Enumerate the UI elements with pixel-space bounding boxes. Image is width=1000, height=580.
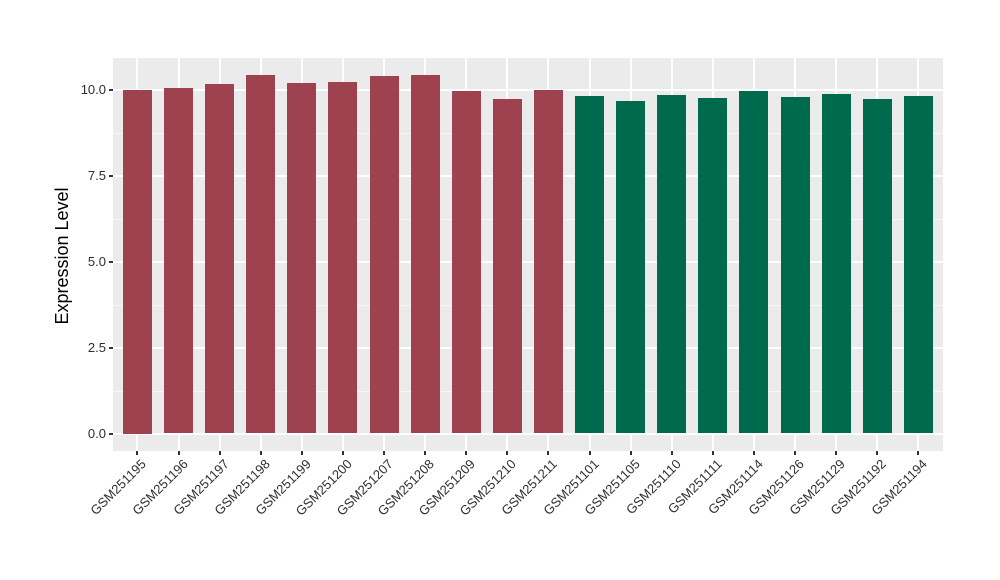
bar-GSM251111 <box>698 97 728 434</box>
gridline-horizontal-major <box>113 89 943 91</box>
bar-GSM251114 <box>739 91 769 434</box>
x-axis-tick <box>218 451 221 455</box>
y-tick-label: 7.5 <box>87 167 106 183</box>
x-axis-tick <box>917 451 920 455</box>
bar-GSM251209 <box>451 91 481 434</box>
x-axis-tick <box>711 451 714 455</box>
x-axis-tick <box>670 451 673 455</box>
bar-GSM251110 <box>657 95 687 434</box>
bar-GSM251198 <box>246 74 276 434</box>
bar-GSM251105 <box>616 100 646 434</box>
x-axis-tick <box>752 451 755 455</box>
bar-GSM251200 <box>328 81 358 434</box>
x-axis-tick <box>835 451 838 455</box>
bar-GSM251101 <box>575 96 604 434</box>
bar-GSM251126 <box>780 96 810 434</box>
bar-GSM251194 <box>903 96 933 434</box>
plot-panel <box>113 58 943 451</box>
x-axis-tick <box>588 451 591 455</box>
y-axis-tick <box>109 260 113 263</box>
x-axis-tick <box>177 451 180 455</box>
y-axis-tick <box>109 432 113 435</box>
y-tick-label: 5.0 <box>87 253 106 269</box>
bar-GSM251129 <box>821 93 851 434</box>
bar-GSM251211 <box>533 89 563 434</box>
gridline-horizontal-minor <box>113 390 943 392</box>
x-axis-tick <box>300 451 303 455</box>
x-axis-tick <box>876 451 879 455</box>
x-axis-tick <box>341 451 344 455</box>
y-tick-label: 10.0 <box>80 82 106 97</box>
y-axis-tick <box>109 89 113 91</box>
bar-GSM251207 <box>369 75 399 434</box>
x-axis-tick <box>547 451 550 455</box>
bar-GSM251199 <box>287 83 317 434</box>
x-axis-tick <box>465 451 468 455</box>
x-axis-tick <box>136 451 139 455</box>
bar-GSM251192 <box>862 98 892 434</box>
gridline-horizontal-major <box>113 260 943 263</box>
y-tick-label: 0.0 <box>87 425 106 441</box>
bar-GSM251195 <box>122 90 152 434</box>
bar-GSM251196 <box>164 87 193 434</box>
x-axis-tick <box>629 451 632 455</box>
y-axis-tick <box>109 174 113 177</box>
y-axis-tick <box>109 346 113 349</box>
x-axis-tick <box>794 451 796 455</box>
bar-GSM251208 <box>410 75 440 434</box>
gridline-horizontal-minor <box>113 218 943 220</box>
bar-GSM251210 <box>492 99 522 434</box>
bar-GSM251197 <box>205 84 235 434</box>
y-tick-label: 2.5 <box>87 339 106 355</box>
gridline-horizontal-minor <box>113 132 943 134</box>
x-axis-tick <box>424 451 427 455</box>
x-axis-tick <box>383 451 385 455</box>
gridline-horizontal-minor <box>113 304 943 306</box>
gridline-horizontal-major <box>113 346 943 349</box>
gridline-horizontal-major <box>113 174 943 177</box>
x-axis-tick <box>259 451 262 455</box>
x-axis-tick <box>506 451 509 455</box>
gridline-horizontal-major <box>113 432 943 435</box>
